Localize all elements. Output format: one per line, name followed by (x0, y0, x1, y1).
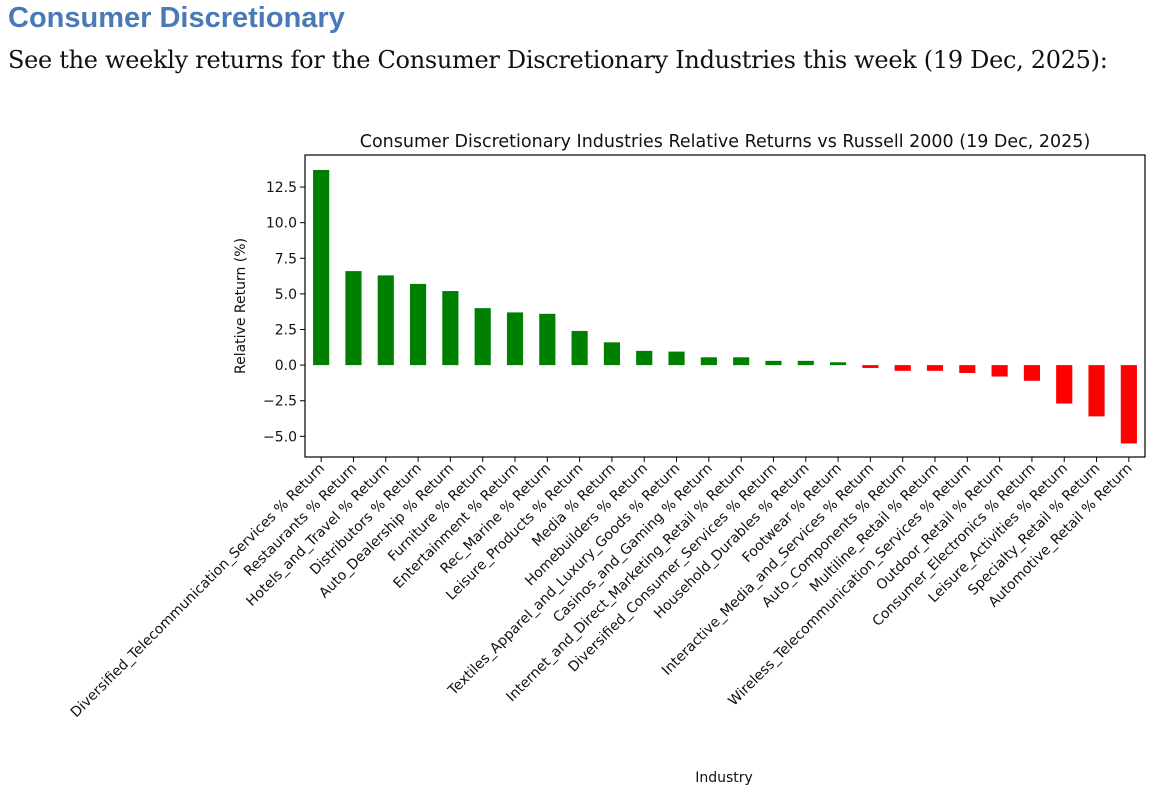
x-axis-label: Industry (695, 770, 753, 786)
chart-title: Consumer Discretionary Industries Relati… (360, 132, 1091, 152)
bar (1120, 365, 1137, 444)
bar (474, 308, 491, 366)
y-tick-label: 5.0 (275, 287, 297, 303)
bar (700, 357, 717, 366)
bar (539, 313, 556, 366)
y-tick-label: −5.0 (263, 429, 297, 445)
x-tick-label: Diversified_Telecommunication_Services %… (68, 461, 328, 721)
bar (862, 365, 879, 368)
bar (603, 342, 620, 366)
section-heading: Consumer Discretionary (8, 2, 345, 34)
bar (830, 362, 847, 366)
y-tick-label: 10.0 (266, 216, 297, 232)
bar (636, 350, 653, 366)
bar (733, 357, 750, 366)
bar (765, 360, 782, 366)
bar (894, 365, 911, 371)
bar (1088, 365, 1105, 417)
bar (1023, 365, 1040, 381)
bar (442, 291, 459, 366)
bar (345, 271, 362, 366)
bar (313, 169, 330, 366)
bar (1056, 365, 1073, 404)
y-tick-label: 12.5 (266, 180, 297, 196)
intro-text: See the weekly returns for the Consumer … (8, 46, 1108, 74)
bar (410, 283, 427, 366)
bar (377, 275, 394, 366)
bar (571, 330, 588, 366)
y-tick-label: −2.5 (263, 394, 297, 410)
bar (926, 365, 944, 371)
bar (506, 312, 524, 366)
y-tick-label: 7.5 (275, 251, 297, 267)
y-tick-label: 0.0 (275, 358, 297, 374)
bar (991, 365, 1008, 377)
y-tick-label: 2.5 (275, 323, 297, 339)
bar (797, 360, 814, 366)
bar (668, 351, 685, 366)
plot-frame (304, 154, 1146, 458)
y-axis-label: Relative Return (%) (233, 238, 249, 374)
bar (959, 365, 976, 373)
